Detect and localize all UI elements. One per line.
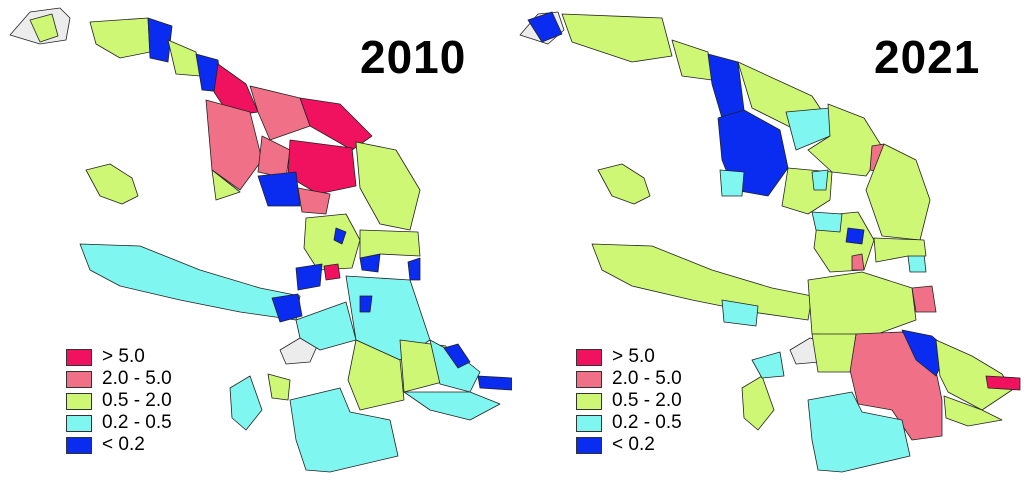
district-se-3 — [477, 375, 512, 391]
legend-item-gt5: > 5.0 — [576, 346, 682, 368]
map-panel-2021: 2021 > 5.0 2.0 - 5.0 0.5 - 2.0 0.2 - 0.5… — [512, 0, 1024, 489]
district-se-2 — [443, 343, 471, 369]
district-island-kr — [597, 163, 651, 205]
district-center-4 — [295, 263, 323, 291]
district-south-7 — [267, 373, 291, 401]
district-sw-3 — [807, 271, 917, 337]
district-n14 — [355, 141, 421, 231]
district-n12 — [719, 169, 745, 197]
district-center-5 — [907, 253, 927, 273]
district-center-2 — [845, 227, 865, 245]
district-n3 — [147, 17, 173, 63]
district-sw-1 — [591, 243, 813, 321]
district-n13 — [811, 169, 829, 191]
district-center-3 — [851, 253, 865, 271]
legend-swatch — [66, 392, 92, 410]
district-sw-2 — [271, 293, 303, 323]
district-south-6 — [741, 375, 775, 431]
legend-item-2to5: 2.0 - 5.0 — [576, 368, 682, 390]
district-south-3 — [811, 333, 857, 373]
district-n12 — [257, 171, 301, 207]
district-center-6 — [407, 257, 421, 281]
district-south-3 — [347, 339, 405, 411]
legend-swatch — [66, 370, 92, 388]
district-east-2 — [911, 285, 937, 313]
legend-swatch — [576, 436, 602, 454]
district-n11 — [287, 139, 357, 195]
district-n2 — [89, 17, 151, 59]
legend-item-02to05: 0.2 - 0.5 — [576, 412, 682, 434]
legend-item-lt02: < 0.2 — [66, 434, 172, 456]
district-south-2 — [359, 295, 373, 313]
legend: > 5.0 2.0 - 5.0 0.5 - 2.0 0.2 - 0.5 < 0.… — [576, 346, 682, 456]
legend-item-05to2: 0.5 - 2.0 — [576, 390, 682, 412]
district-center-1 — [303, 213, 361, 271]
district-n13 — [297, 187, 331, 215]
district-east-1 — [359, 229, 421, 259]
district-n7 — [205, 99, 263, 191]
district-n15 — [211, 169, 241, 201]
legend: > 5.0 2.0 - 5.0 0.5 - 2.0 0.2 - 0.5 < 0.… — [66, 346, 172, 456]
district-n8 — [807, 103, 885, 177]
map-year-title: 2010 — [360, 31, 467, 83]
legend-label: 0.5 - 2.0 — [102, 390, 172, 411]
legend-label: 0.5 - 2.0 — [612, 390, 682, 411]
district-se-2 — [985, 375, 1021, 391]
district-map-2010 — [9, 7, 512, 473]
district-sw-1 — [79, 243, 301, 321]
district-center-4 — [811, 211, 843, 233]
legend-item-05to2: 0.5 - 2.0 — [66, 390, 172, 412]
district-sw-2 — [721, 299, 759, 327]
legend-swatch — [576, 348, 602, 366]
legend-item-lt02: < 0.2 — [576, 434, 682, 456]
district-center-2 — [333, 227, 347, 245]
district-n4 — [167, 39, 201, 77]
legend-label: < 0.2 — [102, 434, 145, 455]
district-n10 — [257, 135, 291, 179]
district-south-7 — [751, 351, 785, 379]
district-n3 — [671, 39, 713, 81]
district-se-1 — [935, 339, 1013, 411]
district-map-2021 — [519, 11, 1021, 473]
district-south-5 — [289, 387, 399, 473]
legend-swatch — [66, 348, 92, 366]
legend-label: < 0.2 — [612, 434, 655, 455]
legend-swatch — [66, 436, 92, 454]
district-n2 — [561, 13, 673, 63]
map-year-title: 2021 — [874, 31, 981, 83]
legend-item-gt5: > 5.0 — [66, 346, 172, 368]
map-panel-2010: 2010 > 5.0 2.0 - 5.0 0.5 - 2.0 0.2 - 0.5… — [9, 7, 512, 473]
district-se-3 — [943, 395, 1003, 427]
legend-label: 0.2 - 0.5 — [102, 412, 172, 433]
legend-label: > 5.0 — [612, 346, 655, 367]
legend-item-2to5: 2.0 - 5.0 — [66, 368, 172, 390]
legend-swatch — [576, 414, 602, 432]
district-south-5 — [807, 391, 911, 473]
district-n9 — [299, 97, 373, 151]
district-sw-3 — [295, 301, 357, 351]
district-n8 — [249, 85, 311, 141]
legend-label: 2.0 - 5.0 — [102, 368, 172, 389]
legend-label: 2.0 - 5.0 — [612, 368, 682, 389]
legend-label: 0.2 - 0.5 — [612, 412, 682, 433]
district-east-1 — [873, 237, 927, 263]
legend-swatch — [66, 414, 92, 432]
district-south-6 — [229, 375, 263, 431]
district-se-4 — [403, 391, 501, 421]
nodata-region-sw — [279, 337, 319, 365]
legend-item-02to05: 0.2 - 0.5 — [66, 412, 172, 434]
district-n1 — [527, 11, 563, 43]
legend-label: > 5.0 — [102, 346, 145, 367]
legend-swatch — [576, 370, 602, 388]
district-n1 — [29, 13, 59, 43]
legend-swatch — [576, 392, 602, 410]
district-center-3 — [323, 263, 341, 281]
district-island-kr — [85, 163, 139, 205]
